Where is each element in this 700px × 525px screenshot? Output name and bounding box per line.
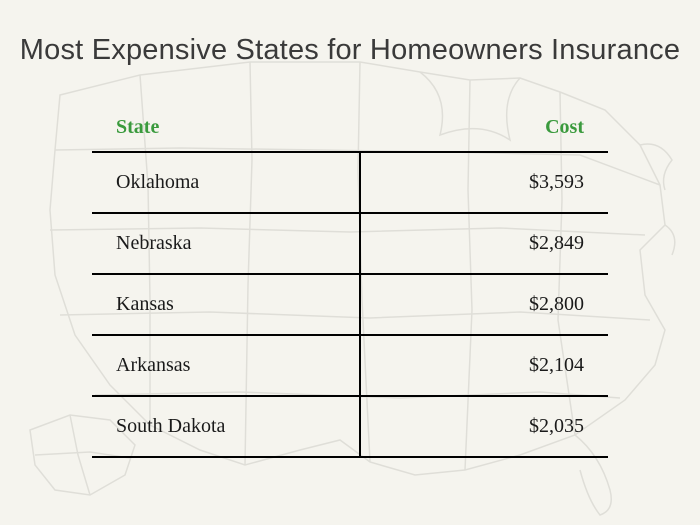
column-header-cost: Cost — [360, 108, 608, 152]
table-row: Arkansas $2,104 — [92, 335, 608, 396]
column-header-state: State — [92, 108, 360, 152]
page-title: Most Expensive States for Homeowners Ins… — [0, 34, 700, 67]
cost-cell: $2,849 — [360, 213, 608, 274]
cost-cell: $3,593 — [360, 152, 608, 213]
state-cell: Kansas — [92, 274, 360, 335]
cost-cell: $2,035 — [360, 396, 608, 457]
cost-cell: $2,800 — [360, 274, 608, 335]
table-header-row: State Cost — [92, 108, 608, 152]
insurance-table: State Cost Oklahoma $3,593 Nebraska $2,8… — [92, 108, 608, 458]
state-cell: Nebraska — [92, 213, 360, 274]
table-row: Nebraska $2,849 — [92, 213, 608, 274]
table-row: South Dakota $2,035 — [92, 396, 608, 457]
cost-cell: $2,104 — [360, 335, 608, 396]
state-cell: Oklahoma — [92, 152, 360, 213]
state-cell: South Dakota — [92, 396, 360, 457]
table-row: Oklahoma $3,593 — [92, 152, 608, 213]
state-cell: Arkansas — [92, 335, 360, 396]
table-row: Kansas $2,800 — [92, 274, 608, 335]
